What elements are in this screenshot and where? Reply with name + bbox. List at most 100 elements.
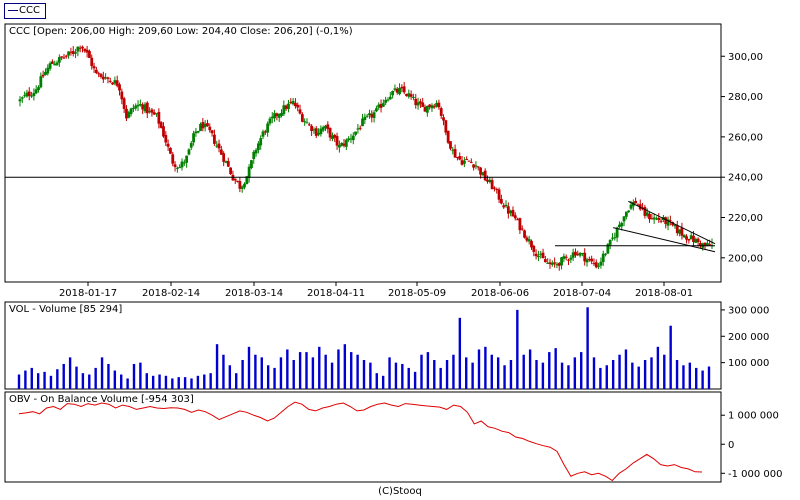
- volume-bar: [605, 365, 608, 389]
- price-candle: [460, 155, 464, 166]
- volume-bar: [388, 357, 391, 389]
- volume-bar: [484, 346, 487, 389]
- price-candle: [171, 151, 175, 167]
- price-candle: [664, 216, 668, 229]
- price-candle: [386, 97, 390, 102]
- price-candle: [472, 164, 476, 171]
- price-candle: [469, 158, 473, 164]
- price-candle: [446, 130, 450, 145]
- volume-bar: [139, 362, 142, 389]
- volume-bar: [68, 357, 72, 389]
- trend-line-2: [613, 227, 716, 253]
- volume-bar: [126, 378, 129, 389]
- price-candle: [502, 203, 506, 209]
- x-tick-label: 2018-01-17: [59, 288, 117, 299]
- price-candle: [298, 104, 302, 115]
- price-y-tick-label: 280,00: [728, 92, 763, 103]
- volume-bar: [535, 360, 538, 389]
- price-candle: [379, 99, 383, 113]
- volume-bar: [305, 352, 308, 389]
- price-candle: [506, 202, 510, 219]
- volume-bar: [401, 363, 404, 389]
- price-candle: [393, 84, 397, 92]
- volume-bar: [420, 354, 423, 389]
- volume-bar: [643, 360, 647, 389]
- volume-bar: [695, 367, 698, 389]
- price-candle: [435, 100, 438, 108]
- price-candle: [520, 225, 524, 231]
- price-candle: [32, 88, 36, 101]
- obv-y-tick-label: 1 000 000: [728, 411, 779, 422]
- price-candle: [613, 232, 617, 241]
- price-candle: [155, 113, 158, 117]
- volume-bar: [100, 357, 104, 389]
- price-candle: [705, 239, 709, 247]
- volume-bar: [241, 360, 244, 389]
- volume-bar: [592, 357, 596, 389]
- price-candle: [650, 213, 654, 220]
- legend[interactable]: CCC: [4, 3, 46, 19]
- price-candle: [425, 105, 429, 117]
- price-candle: [511, 206, 515, 217]
- price-candle: [236, 180, 239, 183]
- price-candle: [69, 47, 73, 56]
- price-candle: [578, 252, 582, 258]
- price-candle: [213, 129, 216, 146]
- price-candle: [546, 258, 550, 264]
- volume-bar: [618, 354, 621, 389]
- price-candle: [319, 125, 323, 137]
- price-candle: [685, 234, 688, 244]
- price-candle: [194, 128, 198, 137]
- volume-bar: [196, 375, 200, 389]
- price-candle: [580, 252, 584, 257]
- obv-line: [18, 401, 703, 482]
- price-candle: [576, 250, 580, 257]
- price-candle: [534, 249, 538, 260]
- price-candle: [597, 262, 600, 270]
- price-candle: [247, 164, 251, 183]
- price-candle: [300, 112, 304, 123]
- volume-bar: [62, 363, 65, 389]
- price-candle: [495, 187, 499, 194]
- price-candle: [125, 105, 128, 122]
- volume-bar: [554, 348, 557, 389]
- price-candle: [78, 45, 82, 53]
- price-candle: [148, 107, 152, 114]
- price-candle: [592, 258, 596, 266]
- price-candle: [354, 131, 357, 137]
- price-candle: [356, 123, 360, 134]
- volume-bar: [624, 349, 628, 389]
- price-candle: [324, 124, 327, 132]
- price-candle: [129, 107, 133, 117]
- price-candle: [175, 166, 179, 173]
- price-candle: [655, 216, 658, 221]
- volume-bar: [158, 374, 161, 389]
- price-candle: [527, 235, 531, 245]
- volume-bar: [688, 362, 692, 389]
- volume-bar: [650, 357, 653, 389]
- price-candle: [678, 229, 681, 237]
- price-candle: [648, 211, 651, 223]
- price-candle: [189, 140, 193, 151]
- price-candle: [289, 98, 293, 105]
- obv-panel-frame: [4, 391, 722, 483]
- volume-bar: [350, 352, 353, 389]
- price-candle: [62, 54, 66, 60]
- price-candle: [402, 81, 406, 95]
- volume-bar: [273, 367, 276, 389]
- price-candle: [421, 97, 425, 107]
- volume-bar: [477, 349, 481, 389]
- price-candle: [458, 152, 462, 161]
- price-candle: [333, 133, 337, 143]
- price-candle: [372, 110, 376, 123]
- volume-bar: [247, 346, 251, 389]
- price-candle: [134, 103, 138, 111]
- price-candle: [358, 125, 362, 131]
- volume-bar: [183, 377, 187, 389]
- price-candle: [162, 122, 165, 138]
- price-candle: [569, 255, 573, 264]
- price-candle: [268, 116, 272, 126]
- price-candle: [342, 139, 346, 148]
- x-tick-label: 2018-02-14: [142, 288, 200, 299]
- price-candle: [238, 176, 242, 193]
